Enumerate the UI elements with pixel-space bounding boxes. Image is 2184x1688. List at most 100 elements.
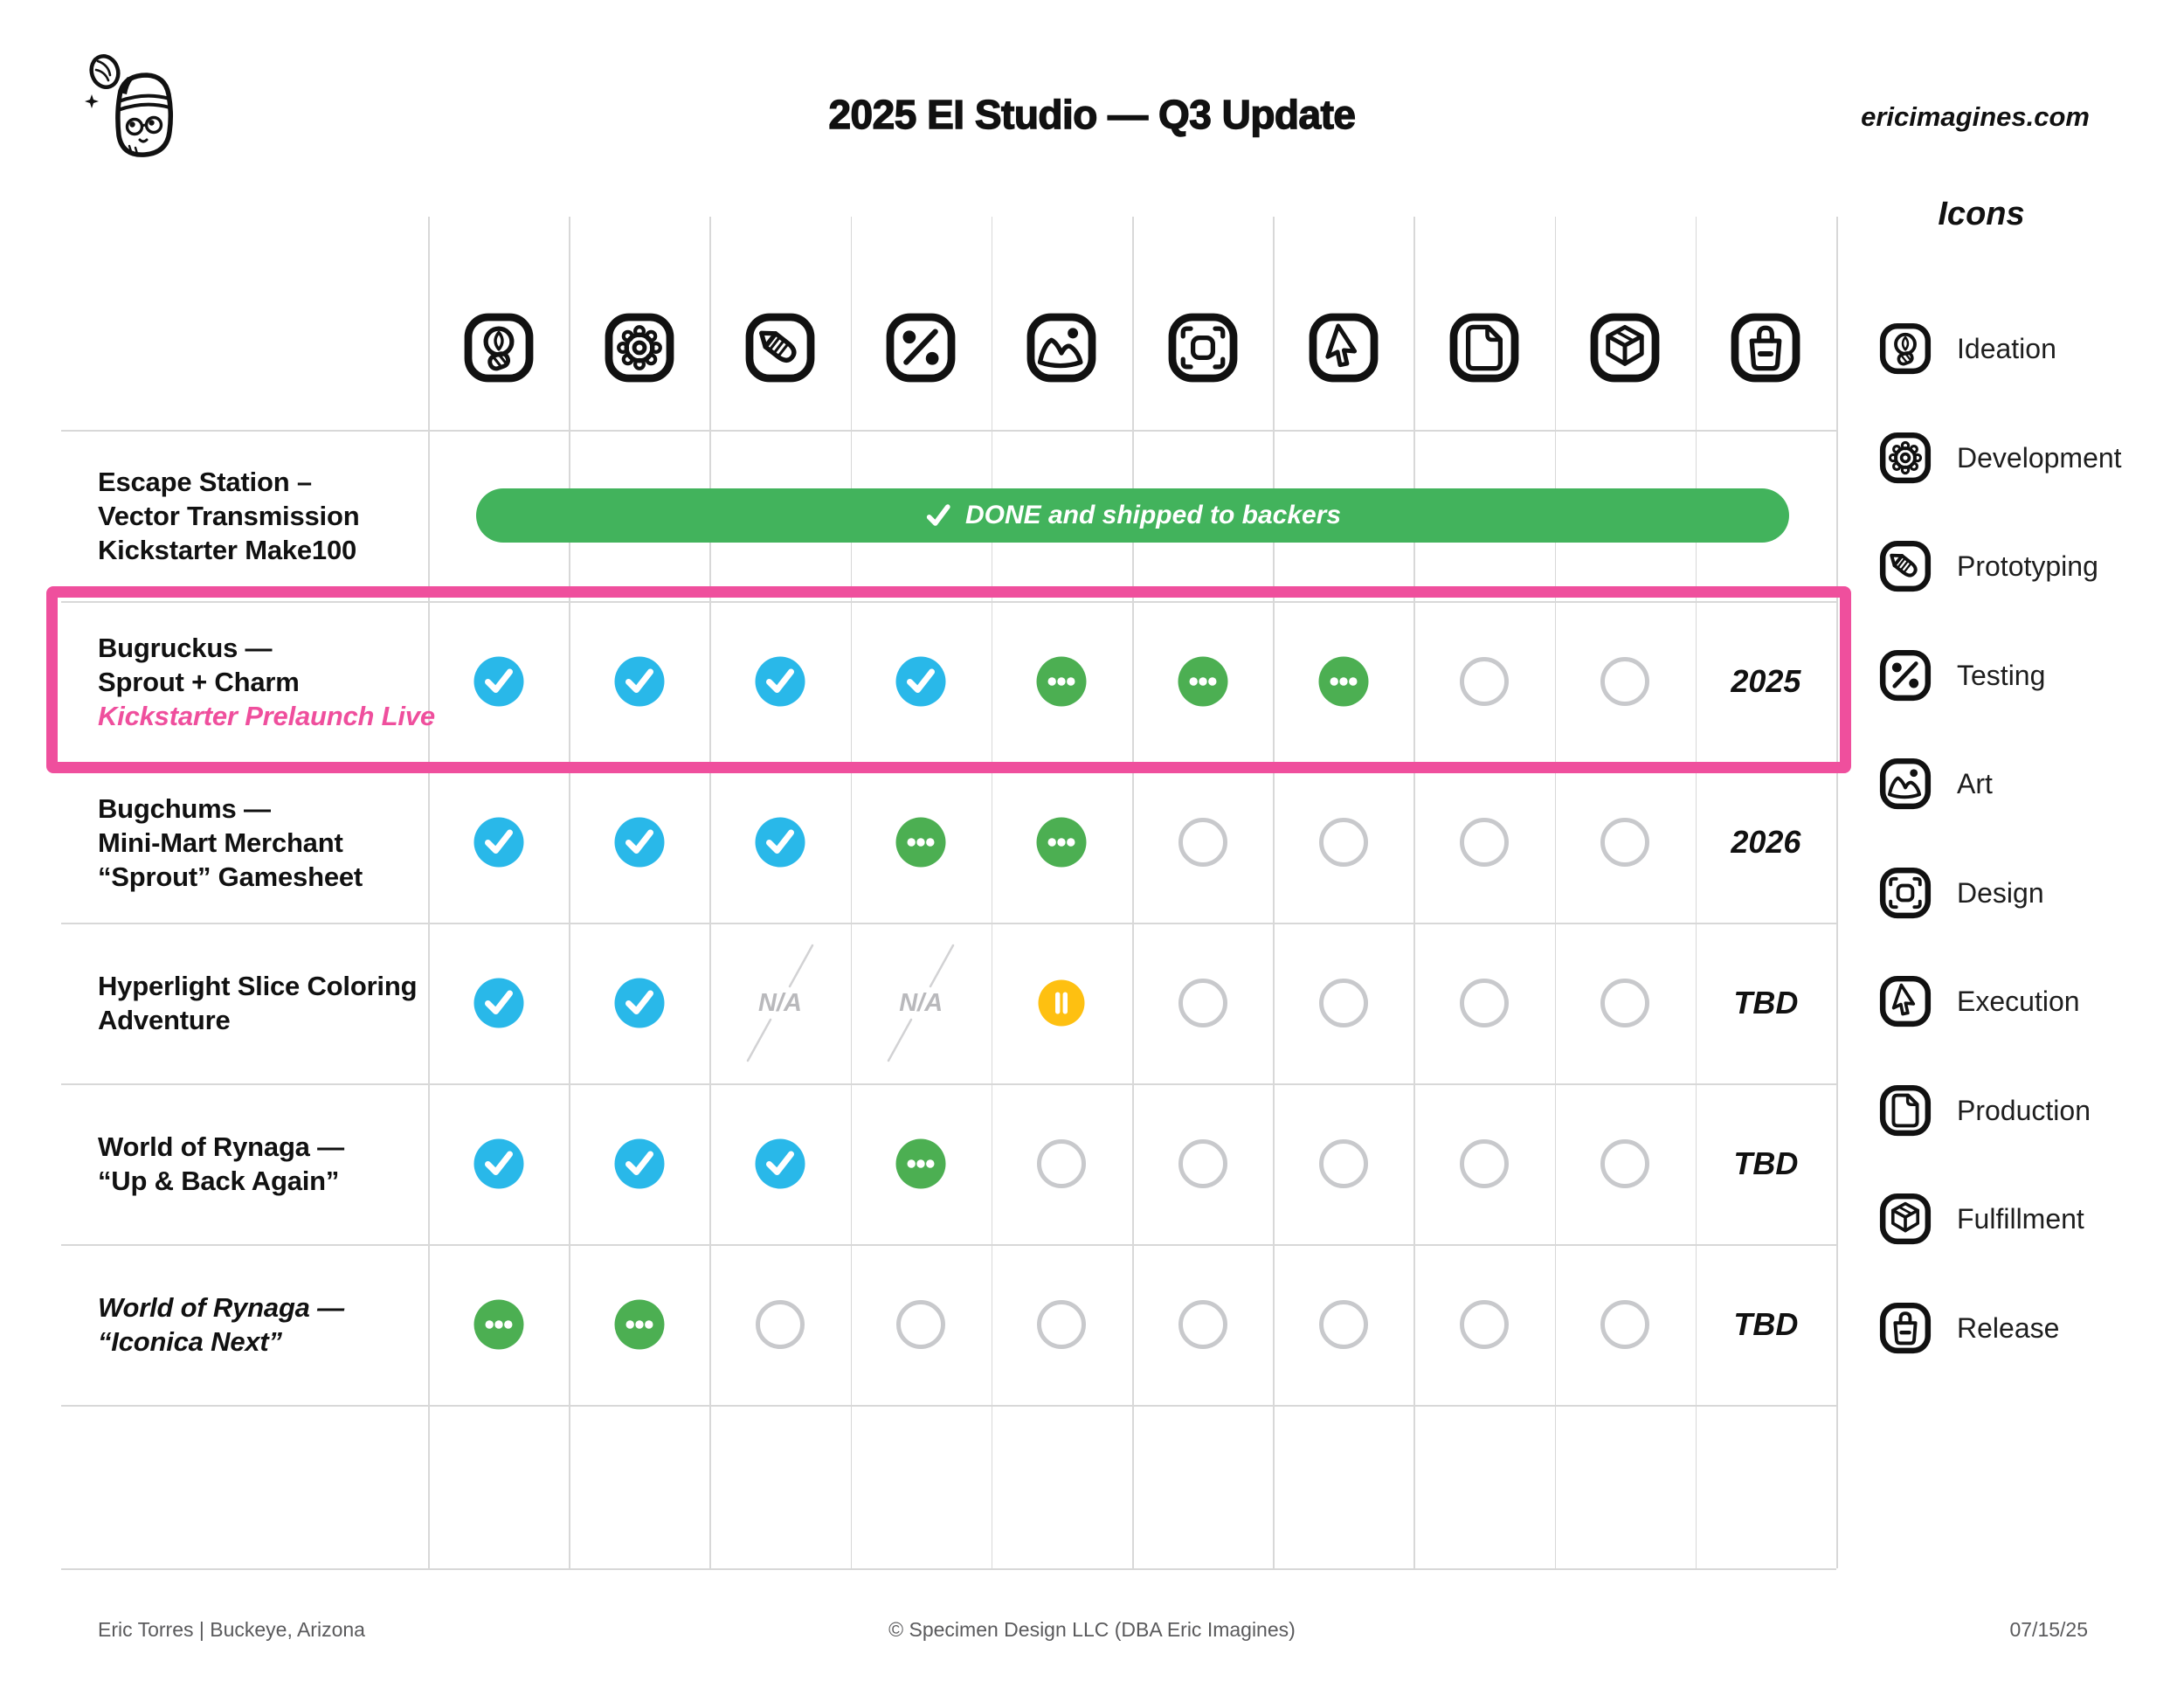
status-done-icon [754,816,806,868]
status-todo-icon [1458,816,1510,868]
grid-vline [1836,217,1838,1568]
status-todo-icon [1035,1298,1088,1351]
highlighted-row-outline [46,586,1851,773]
design-icon [1166,311,1240,384]
art-icon [1025,311,1098,384]
status-active-icon [895,1138,947,1190]
grid-vline [1132,217,1134,1568]
status-todo-icon [1177,1138,1229,1190]
legend-label-development: Development [1957,441,2122,474]
grid-vline [991,217,993,1568]
timeline-label: 2025 [1731,663,1801,699]
page-title: 2025 EI Studio — Q3 Update [828,91,1357,137]
project-name: Bugruckus — Sprout + Charm Kickstarter Pre… [98,601,440,762]
project-name-line: Hyperlight Slice Coloring [98,971,418,1001]
na-label: N/A [758,989,802,1017]
legend-label-ideation: Ideation [1957,333,2056,364]
status-todo-icon [1317,977,1370,1029]
status-todo-icon [1458,1298,1510,1351]
timeline-label: 2026 [1731,824,1801,860]
legend-label-fulfillment: Fulfillment [1957,1203,2084,1235]
project-name-line: Mini-Mart Merchant [98,827,343,858]
na-label: N/A [899,989,943,1017]
status-active-icon [1035,816,1088,868]
status-done-icon [613,1138,666,1190]
footer-date: 07/15/25 [2009,1618,2088,1641]
status-todo-icon [1599,816,1651,868]
prototyping-icon [1878,539,1932,593]
project-name-line: “Iconica Next” [98,1326,282,1357]
status-todo-icon [1317,816,1370,868]
project-name-line: World of Rynaga — [98,1131,344,1162]
grid-hline [61,430,1836,432]
status-done-icon [613,816,666,868]
status-active-icon [613,1298,666,1351]
ideation-icon [462,311,536,384]
project-name-line: “Sprout” Gamesheet [98,861,363,892]
grid-hline [61,923,1836,924]
fulfillment-icon [1878,1192,1932,1246]
testing-icon [884,311,957,384]
project-name-line: Adventure [98,1005,231,1035]
design-icon [1878,866,1932,920]
status-todo-icon [1458,1138,1510,1190]
grid-vline [569,217,570,1568]
project-name-line: Vector Transmission [98,500,360,531]
footer-copyright: © Specimen Design LLC (DBA Eric Imagines… [888,1618,1296,1641]
execution-icon [1878,974,1932,1028]
grid-hline [61,1568,1836,1570]
legend-label-art: Art [1957,768,1993,799]
status-done-icon [754,1138,806,1190]
grid-vline [428,217,430,1568]
legend-label-production: Production [1957,1094,2091,1126]
project-name: Escape Station – Vector Transmission Kicks… [98,430,440,601]
prototyping-icon [743,311,817,384]
grid-vline [1554,217,1557,1568]
project-name: Bugchums — Mini-Mart Merchant “Sprout” Gam… [98,762,440,923]
project-name-line: Kickstarter Make100 [98,534,357,565]
grid-vline [850,217,853,1568]
development-icon [603,311,676,384]
timeline-label: TBD [1733,1145,1799,1181]
legend-label-design: Design [1957,876,2044,909]
release-icon [1878,1301,1932,1355]
status-active-icon [895,816,947,868]
release-icon [1729,311,1802,384]
status-todo-icon [1317,1138,1370,1190]
project-name-line: Escape Station – [98,466,312,497]
grid-hline [61,1405,1836,1407]
status-todo-icon [1177,816,1229,868]
testing-icon [1878,648,1932,702]
status-todo-icon [1177,977,1229,1029]
project-name-line: World of Rynaga — [98,1292,344,1323]
status-todo-icon [1317,1298,1370,1351]
legend-heading: Icons [1938,196,2025,232]
status-todo-icon [1177,1298,1229,1351]
done-banner: DONE and shipped to backers [476,488,1789,543]
grid-vline [1273,217,1275,1568]
project-name: World of Rynaga — “Iconica Next” [98,1244,440,1405]
check-icon [926,504,950,526]
grid-vline [1413,217,1415,1568]
status-done-icon [473,1138,525,1190]
timeline-label: TBD [1733,985,1799,1020]
status-todo-icon [1035,1138,1088,1190]
timeline-label: TBD [1733,1306,1799,1342]
footer-author: Eric Torres | Buckeye, Arizona [98,1618,365,1641]
execution-icon [1307,311,1380,384]
status-todo-icon [895,1298,947,1351]
na-slash-line [887,944,955,1062]
project-name-line: Bugchums — [98,792,271,824]
grid-hline [61,1244,1836,1246]
banner-label: DONE and shipped to backers [964,501,1342,529]
website-link[interactable]: ericimagines.com [1861,101,2090,132]
status-done-icon [473,816,525,868]
status-todo-icon [1599,1298,1651,1351]
status-todo-icon [1599,977,1651,1029]
ideation-icon [1878,322,1932,376]
status-todo-icon [1599,1138,1651,1190]
legend-label-execution: Execution [1957,986,2080,1017]
project-name-line: Sprout + Charm [98,666,300,697]
grid-hline [61,601,1836,603]
status-todo-icon [1458,977,1510,1029]
